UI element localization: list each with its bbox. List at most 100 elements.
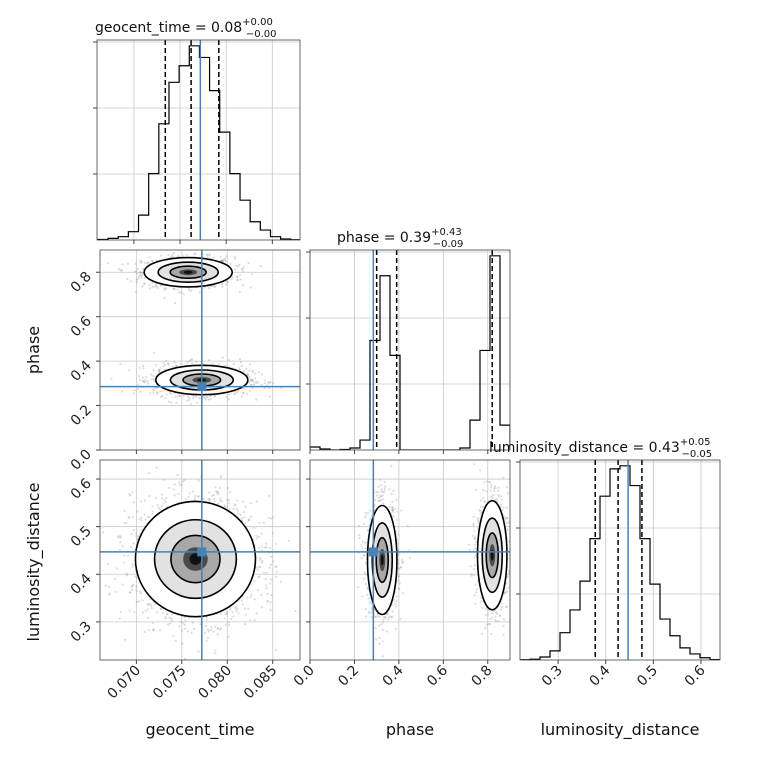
scatter-point <box>177 246 179 248</box>
scatter-point <box>235 391 239 394</box>
scatter-point <box>164 500 167 504</box>
scatter-point <box>154 497 157 500</box>
scatter-point <box>228 491 231 494</box>
scatter-point <box>224 283 227 286</box>
scatter-point <box>204 398 207 401</box>
scatter-point <box>160 505 163 508</box>
scatter-point <box>141 611 144 614</box>
scatter-point <box>135 272 138 275</box>
phase-luminosity_distance-density <box>310 460 510 660</box>
scatter-point <box>139 275 142 278</box>
scatter-point <box>155 391 159 394</box>
scatter-point <box>235 275 239 278</box>
scatter-point <box>128 493 131 496</box>
scatter-point <box>233 504 236 507</box>
scatter-point <box>393 508 396 511</box>
scatter-point <box>143 381 146 384</box>
scatter-point <box>227 635 230 639</box>
scatter-point <box>380 488 383 491</box>
scatter-point <box>130 533 133 536</box>
scatter-point <box>139 261 142 264</box>
scatter-point <box>223 617 226 620</box>
scatter-point <box>274 649 277 652</box>
scatter-point <box>135 590 138 593</box>
scatter-point <box>258 371 261 374</box>
scatter-point <box>268 382 271 385</box>
scatter-point <box>141 376 144 379</box>
scatter-point <box>236 608 239 611</box>
scatter-point <box>228 359 231 362</box>
scatter-point <box>176 395 179 398</box>
scatter-point <box>258 522 261 525</box>
scatter-point <box>171 635 175 638</box>
scatter-point <box>164 616 167 619</box>
scatter-point <box>247 261 250 265</box>
scatter-point <box>363 571 367 574</box>
scatter-point <box>159 390 162 393</box>
scatter-point <box>119 536 122 539</box>
scatter-point <box>140 519 143 522</box>
scatter-point <box>116 535 119 538</box>
scatter-point <box>185 253 188 256</box>
scatter-point <box>209 629 212 632</box>
scatter-point <box>163 287 166 290</box>
scatter-point <box>208 491 211 494</box>
scatter-point <box>137 267 140 270</box>
scatter-point <box>150 373 153 376</box>
scatter-point <box>169 391 172 394</box>
scatter-point <box>268 582 272 585</box>
scatter-point <box>224 260 227 263</box>
scatter-point <box>365 514 368 517</box>
scatter-point <box>262 571 266 574</box>
scatter-point <box>222 258 225 261</box>
scatter-point <box>167 362 170 366</box>
scatter-point <box>390 464 393 467</box>
scatter-point <box>225 395 228 399</box>
scatter-point <box>139 390 142 393</box>
scatter-point <box>217 363 220 366</box>
scatter-point <box>214 486 217 489</box>
scatter-point <box>181 255 185 258</box>
scatter-point <box>135 281 138 284</box>
scatter-point <box>247 519 250 522</box>
scatter-point <box>180 291 183 294</box>
scatter-point <box>219 476 223 479</box>
scatter-point <box>375 638 378 641</box>
scatter-point <box>182 394 185 397</box>
scatter-point <box>159 607 163 610</box>
scatter-point <box>189 403 192 406</box>
phase-histogram-step <box>310 255 510 450</box>
scatter-point <box>259 556 262 560</box>
scatter-point <box>118 548 121 552</box>
scatter-point <box>165 287 168 290</box>
scatter-point <box>220 474 223 477</box>
scatter-point <box>159 366 162 369</box>
scatter-point <box>232 507 235 510</box>
scatter-point <box>259 565 262 569</box>
scatter-point <box>251 378 254 381</box>
scatter-point <box>210 362 214 365</box>
scatter-point <box>173 287 176 290</box>
scatter-point <box>255 534 258 538</box>
scatter-point <box>212 494 215 497</box>
scatter-point <box>223 257 227 260</box>
scatter-point <box>392 599 395 602</box>
scatter-point <box>263 387 266 390</box>
scatter-point <box>204 624 207 628</box>
scatter-point <box>287 539 290 542</box>
scatter-point <box>235 264 238 267</box>
scatter-point <box>208 497 211 500</box>
truth-marker <box>197 547 207 557</box>
scatter-point <box>232 615 235 618</box>
scatter-point <box>219 499 222 502</box>
scatter-point <box>238 358 242 361</box>
scatter-point <box>220 500 223 503</box>
scatter-point <box>162 501 165 504</box>
scatter-point <box>253 598 256 601</box>
scatter-point <box>178 395 182 398</box>
scatter-point <box>120 269 123 272</box>
scatter-point <box>232 362 235 365</box>
scatter-point <box>275 575 278 578</box>
scatter-point <box>135 532 138 535</box>
scatter-point <box>358 537 361 540</box>
